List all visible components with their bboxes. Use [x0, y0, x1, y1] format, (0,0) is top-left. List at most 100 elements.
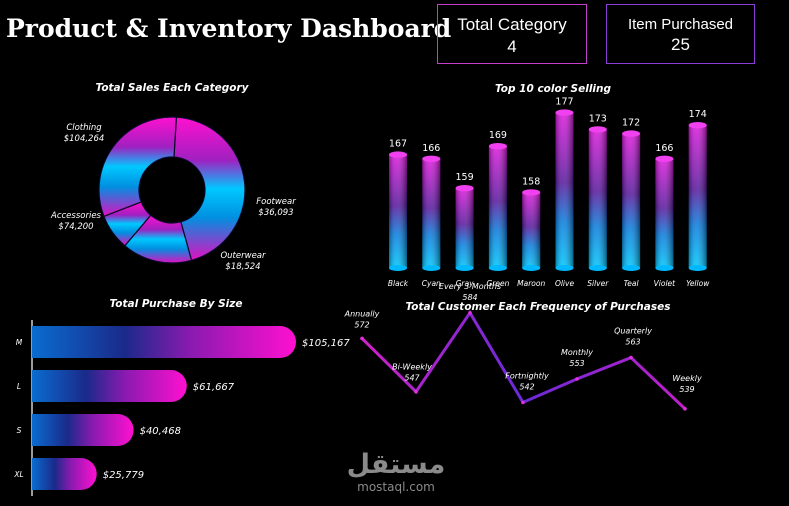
color-bar-value-silver: 173	[589, 113, 607, 124]
freq-point-annually	[360, 336, 364, 341]
kpi-items-purchased-card: Item Purchased 25	[606, 4, 755, 64]
color-bar-shade-maroon	[522, 192, 541, 268]
size-label-m: M	[16, 338, 23, 347]
color-bar-shade-teal	[622, 133, 641, 268]
color-bar-base-maroon	[522, 265, 541, 271]
color-bar-label-teal: Teal	[624, 279, 640, 288]
size-label-xl: XL	[13, 470, 23, 479]
donut-hole	[140, 158, 204, 222]
color-chart-title: Top 10 color Selling	[495, 83, 612, 95]
color-bar-cap-teal	[622, 130, 641, 137]
color-bar-cap-silver	[588, 126, 607, 133]
freq-value-monthly: 553	[569, 359, 584, 368]
freq-label-annually: Annually	[344, 309, 380, 318]
color-bar-value-violet: 166	[655, 143, 673, 154]
freq-point-every-3-months	[468, 311, 472, 315]
color-bar-value-yellow: 174	[689, 109, 707, 120]
size-bar-m	[32, 326, 296, 358]
color-bar-cap-violet	[655, 155, 674, 162]
dashboard-title: Product & Inventory Dashboard	[6, 14, 452, 43]
color-bar-value-cyan: 166	[422, 143, 440, 154]
color-bar-cap-yellow	[688, 122, 707, 129]
color-bar-base-green	[488, 265, 507, 271]
color-bar-label-yellow: Yellow	[686, 279, 710, 288]
freq-value-every-3-months: 584	[462, 293, 477, 302]
color-bar-base-silver	[588, 265, 607, 271]
size-chart-title: Total Purchase By Size	[109, 298, 242, 310]
color-bar-shade-cyan	[422, 158, 441, 268]
freq-label-quarterly: Quarterly	[614, 327, 652, 336]
freq-label-every-3-months: Every 3 Months	[439, 282, 501, 291]
color-bar-cap-olive	[555, 109, 574, 116]
color-bar-cap-maroon	[522, 189, 541, 196]
color-bar-shade-silver	[588, 129, 607, 268]
freq-value-fortnightly: 542	[519, 382, 534, 391]
color-bar-base-olive	[555, 265, 574, 271]
freq-value-annually: 572	[354, 320, 369, 329]
freq-label-monthly: Monthly	[561, 348, 593, 357]
color-bar-cap-cyan	[422, 155, 441, 162]
size-value-m: $105,167	[302, 338, 350, 349]
donut-label-clothing: Clothing	[66, 123, 102, 133]
size-bar-s	[32, 414, 134, 446]
color-bar-label-green: Green	[486, 279, 509, 288]
freq-label-fortnightly: Fortnightly	[505, 371, 549, 380]
donut-value-footwear: $36,093	[258, 208, 293, 218]
color-bar-base-violet	[655, 265, 674, 271]
color-bar-value-teal: 172	[622, 118, 640, 129]
color-bar-label-olive: Olive	[555, 279, 575, 288]
freq-label-bi-weekly: Bi-Weekly	[392, 363, 432, 372]
color-bar-base-yellow	[688, 265, 707, 271]
size-label-l: L	[17, 382, 21, 391]
donut-label-outerwear: Outerwear	[220, 251, 266, 261]
color-bar-shade-gray	[455, 188, 474, 268]
freq-value-weekly: 539	[679, 385, 694, 394]
color-bar-base-black	[389, 265, 407, 271]
kpi-total-category-card: Total Category 4	[437, 4, 587, 64]
freq-point-quarterly	[629, 355, 633, 360]
kpi-total-category-value: 4	[507, 37, 517, 56]
size-label-s: S	[17, 426, 22, 435]
watermark-arabic: مستقل	[346, 449, 446, 480]
size-value-l: $61,667	[193, 382, 235, 393]
color-bar-label-violet: Violet	[654, 279, 677, 288]
freq-point-bi-weekly	[414, 389, 418, 394]
size-bar-chart: M $105,167 L $61,667 S $40,468 XL $25,779	[13, 320, 350, 496]
color-bar-label-black: Black	[388, 279, 409, 288]
color-bar-shade-black	[389, 154, 407, 268]
color-bar-cap-black	[389, 151, 407, 158]
color-bar-label-cyan: Cyan	[422, 279, 441, 288]
freq-label-weekly: Weekly	[672, 374, 702, 383]
donut-label-footwear: Footwear	[256, 197, 296, 207]
frequency-chart-title: Total Customer Each Frequency of Purchas…	[405, 301, 670, 313]
kpi-total-category-label: Total Category	[457, 15, 567, 34]
freq-point-weekly	[683, 407, 687, 411]
color-bar-shade-green	[488, 146, 507, 268]
donut-label-accessories: Accessories	[50, 211, 102, 221]
color-bar-label-maroon: Maroon	[517, 279, 545, 288]
size-value-s: $40,468	[140, 426, 181, 437]
size-bar-xl	[32, 458, 97, 490]
size-value-xl: $25,779	[103, 470, 144, 481]
color-bar-value-green: 169	[489, 130, 507, 141]
color-bar-chart: 167 Black 166 Cyan 159 Gray 169 Green 158 Maroon 1…	[388, 97, 710, 288]
freq-point-monthly	[575, 377, 579, 381]
donut-slice-clothing	[173, 116, 246, 262]
color-bar-base-cyan	[422, 265, 441, 271]
donut-value-accessories: $74,200	[58, 222, 93, 232]
color-bar-value-olive: 177	[555, 97, 573, 108]
freq-value-bi-weekly: 547	[404, 374, 420, 383]
color-bar-value-maroon: 158	[522, 176, 540, 187]
color-bar-shade-violet	[655, 158, 674, 268]
watermark-logo: مستقل mostaql.com	[346, 449, 446, 495]
frequency-line-chart: Annually 572 Bi-Weekly 547 Every 3 Months 584…	[344, 282, 702, 500]
freq-point-fortnightly	[521, 400, 525, 405]
color-bar-base-gray	[455, 265, 474, 271]
color-bar-value-gray: 159	[456, 172, 474, 183]
color-bar-shade-yellow	[688, 125, 707, 268]
category-donut-chart: Clothing$104,264 Footwear$36,093 Outerwear…	[50, 116, 296, 272]
freq-value-quarterly: 563	[625, 338, 640, 347]
watermark-latin: mostaql.com	[357, 480, 435, 494]
donut-value-clothing: $104,264	[64, 134, 105, 144]
